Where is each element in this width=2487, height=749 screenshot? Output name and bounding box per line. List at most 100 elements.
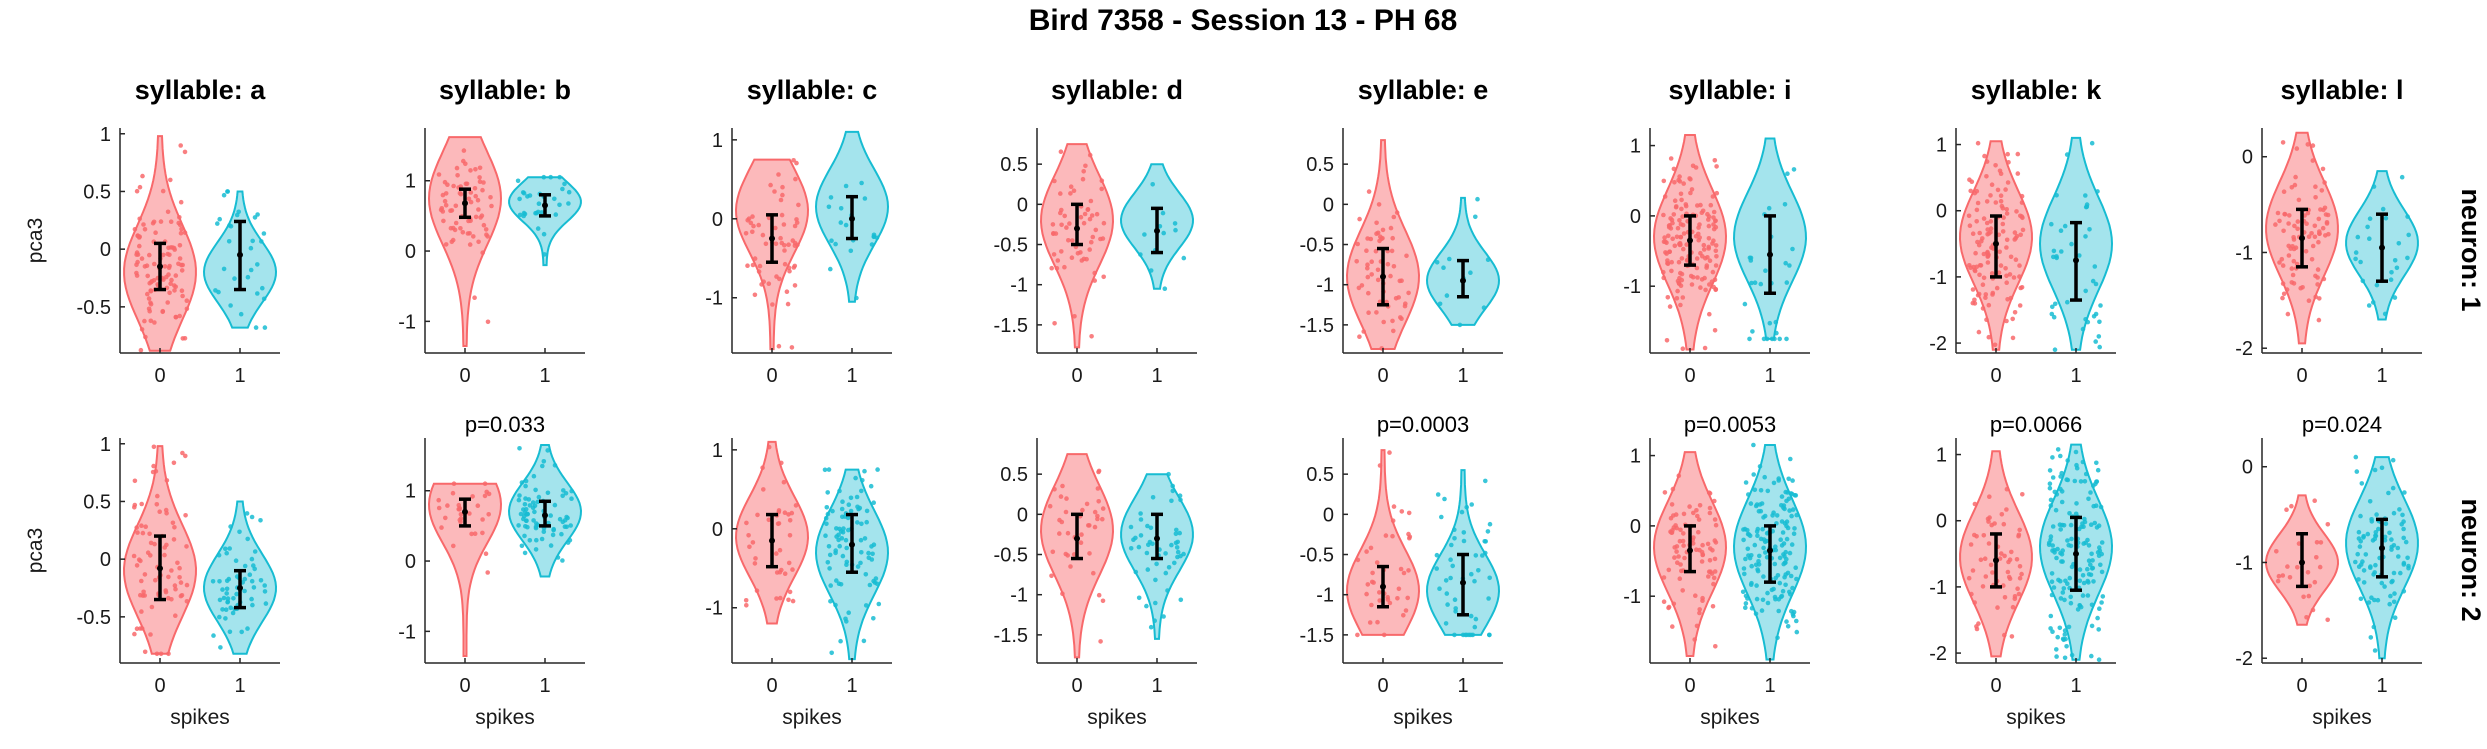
data-point [2018, 232, 2023, 238]
data-point [221, 595, 227, 601]
data-point [793, 176, 798, 182]
data-point [2065, 299, 2070, 305]
data-point [760, 465, 765, 471]
data-point [787, 268, 792, 274]
data-point [826, 544, 832, 549]
data-point [1755, 526, 1761, 532]
data-point [2375, 597, 2381, 603]
data-point [210, 579, 216, 584]
data-point [140, 530, 146, 536]
data-point [1751, 442, 1756, 448]
data-point [2382, 311, 2388, 317]
data-point [1063, 509, 1069, 515]
data-point [149, 279, 154, 285]
data-point [1468, 632, 1474, 638]
data-point [451, 183, 456, 189]
data-point [141, 222, 146, 227]
data-point [1389, 248, 1395, 254]
data-point [861, 638, 867, 644]
data-point [2011, 275, 2017, 280]
data-point [1080, 176, 1086, 182]
data-point [472, 186, 478, 191]
panel-title: syllable: i [1668, 75, 1791, 105]
data-point [1166, 565, 1172, 570]
data-point [177, 313, 182, 319]
data-point [1986, 231, 1992, 236]
data-point [1374, 310, 1379, 315]
data-point [1094, 211, 1100, 217]
data-point [223, 616, 228, 621]
data-point [745, 218, 750, 223]
data-point [2077, 567, 2083, 572]
data-point [866, 550, 871, 556]
data-point [1708, 202, 1714, 208]
data-point [1759, 501, 1765, 506]
data-point [557, 516, 563, 522]
data-point [438, 207, 444, 213]
data-point [2062, 632, 2068, 637]
data-point [1051, 252, 1057, 257]
data-point [2012, 237, 2017, 242]
data-point [2322, 180, 2327, 185]
x-tick-label: 1 [234, 365, 245, 387]
data-point [2098, 562, 2103, 568]
data-point [142, 649, 148, 655]
data-point [562, 181, 567, 187]
data-point [1060, 483, 1065, 489]
data-point [1473, 616, 1479, 622]
data-point [1751, 472, 1756, 477]
data-point [1674, 549, 1679, 554]
data-point [1475, 196, 1480, 202]
data-point [745, 263, 750, 269]
data-point [1780, 588, 1786, 594]
data-point [859, 550, 864, 555]
data-point [2401, 535, 2406, 541]
data-point [1974, 219, 1979, 224]
data-point [2058, 228, 2064, 233]
data-point [2389, 547, 2394, 552]
data-point [436, 172, 442, 177]
x-tick-label: 0 [1377, 675, 1388, 697]
data-point [2353, 256, 2358, 262]
data-point [784, 289, 790, 295]
data-point [530, 500, 536, 505]
data-point [470, 494, 475, 499]
data-point [1696, 529, 1701, 535]
data-point [534, 537, 539, 543]
data-point [2281, 228, 2286, 234]
data-point [1178, 497, 1183, 503]
data-point [1065, 553, 1070, 558]
data-point [180, 293, 185, 299]
median-dot-1 [1767, 251, 1773, 258]
median-dot-1 [1154, 535, 1160, 542]
data-point [750, 540, 756, 545]
data-point [2372, 648, 2378, 653]
data-point [216, 552, 222, 558]
data-point [258, 578, 264, 583]
data-point [1752, 280, 1758, 286]
data-point [1447, 256, 1452, 262]
x-tick-label: 1 [2376, 365, 2387, 387]
data-point [1062, 264, 1067, 270]
data-point [224, 586, 230, 592]
data-point [1790, 507, 1796, 512]
y-tick-label: 1 [712, 440, 723, 462]
data-point [569, 496, 574, 502]
data-point [217, 614, 222, 620]
data-point [1148, 268, 1154, 273]
data-point [541, 459, 547, 464]
data-point [173, 314, 179, 320]
data-point [1677, 241, 1682, 247]
data-point [1374, 220, 1379, 226]
y-tick-label: -1 [398, 621, 416, 643]
data-point [2305, 210, 2311, 216]
data-point [519, 543, 525, 549]
median-dot-0 [157, 565, 163, 572]
data-point [517, 212, 523, 218]
data-point [2306, 593, 2312, 599]
data-point [2353, 454, 2359, 460]
data-point [445, 503, 450, 508]
data-point [2004, 318, 2009, 324]
data-point [786, 597, 791, 603]
data-point [2019, 214, 2025, 219]
